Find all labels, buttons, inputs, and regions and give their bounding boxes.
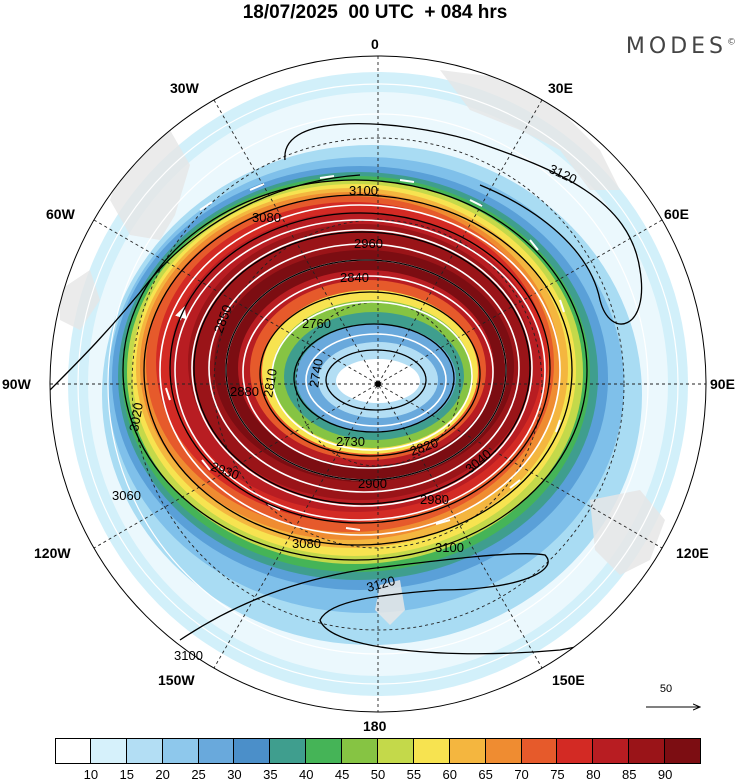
colorbar-tick-label: 20 bbox=[155, 767, 170, 782]
contour-label: 3080 bbox=[252, 210, 281, 225]
colorbar-cell bbox=[55, 738, 91, 764]
colorbar-tick-label: 25 bbox=[191, 767, 206, 782]
height-contours bbox=[50, 123, 691, 655]
contour-label: 2810 bbox=[260, 367, 280, 398]
lon-label-0: 0 bbox=[371, 36, 379, 52]
contour-label: 2840 bbox=[340, 270, 369, 285]
colorbar-cell bbox=[198, 738, 235, 764]
lon-label-120w: 120W bbox=[34, 545, 71, 561]
colorbar-tick-label: 45 bbox=[334, 767, 350, 782]
colorbar-tick-label: 75 bbox=[550, 767, 565, 782]
colorbar-cell bbox=[378, 738, 414, 764]
colorbar-frame bbox=[55, 738, 701, 764]
contour-label: 2740 bbox=[306, 357, 326, 388]
contour-label: 3100 bbox=[435, 540, 464, 555]
colorbar-cell bbox=[162, 738, 199, 764]
colorbar-tick-label: 35 bbox=[263, 767, 278, 782]
polar-map: 3100 3080 3120 2960 2840 2760 2740 2810 … bbox=[49, 55, 707, 713]
modes-logo: MODES© bbox=[626, 34, 736, 59]
colorbar-cell bbox=[306, 738, 343, 764]
contour-label: 2730 bbox=[336, 434, 365, 449]
contour-label: 3080 bbox=[292, 536, 321, 551]
contour-label: 3100 bbox=[349, 183, 378, 198]
brand-name: MODES bbox=[625, 34, 727, 59]
lon-label-30e: 30E bbox=[548, 80, 573, 96]
colorbar-tick-label: 85 bbox=[621, 767, 637, 782]
vector-reference-arrow bbox=[646, 700, 706, 714]
contour-label: 2880 bbox=[230, 384, 259, 399]
lon-label-60w: 60W bbox=[46, 206, 75, 222]
colorbar-cell bbox=[126, 738, 163, 764]
colorbar-cell bbox=[629, 738, 666, 764]
colorbar-cell bbox=[342, 738, 378, 764]
copyright-mark: © bbox=[727, 37, 736, 48]
contour-label: 3120 bbox=[365, 573, 397, 595]
colorbar-cell bbox=[521, 738, 558, 764]
vector-reference: 50 bbox=[646, 683, 686, 695]
colorbar-tick-label: 65 bbox=[478, 767, 493, 782]
contour-label: 3020 bbox=[126, 401, 146, 432]
colorbar-tick-label: 80 bbox=[586, 767, 601, 782]
lon-label-30w: 30W bbox=[170, 80, 199, 96]
contour-label: 2900 bbox=[358, 476, 387, 491]
colorbar-cell bbox=[449, 738, 486, 764]
colorbar-cell bbox=[90, 738, 127, 764]
contour-label: 3060 bbox=[112, 488, 141, 503]
colorbar-tick-label: 40 bbox=[298, 767, 314, 782]
lon-label-90e: 90E bbox=[710, 376, 735, 392]
colorbar-tick-label: 55 bbox=[406, 767, 422, 782]
colorbar-tick-label: 70 bbox=[514, 767, 529, 782]
colorbar-cell bbox=[557, 738, 594, 764]
colorbar-cell bbox=[413, 738, 450, 764]
lon-label-150w: 150W bbox=[158, 672, 195, 688]
colorbar-tick-label: 30 bbox=[227, 767, 242, 782]
vector-reference-label: 50 bbox=[659, 683, 673, 695]
map-title: 18/07/2025 00 UTC + 084 hrs bbox=[242, 2, 508, 23]
colorbar-tick-label: 50 bbox=[370, 767, 386, 782]
colorbar-cell bbox=[485, 738, 522, 764]
colorbar-tick-label: 15 bbox=[119, 767, 134, 782]
colorbar-cell bbox=[234, 738, 271, 764]
colorbar-tick-label: 60 bbox=[442, 767, 457, 782]
pole-marker bbox=[375, 381, 381, 387]
lon-label-120e: 120E bbox=[676, 545, 709, 561]
colorbar-tick-label: 90 bbox=[657, 767, 673, 782]
contour-label: 3100 bbox=[174, 648, 203, 663]
lon-label-60e: 60E bbox=[664, 206, 689, 222]
lon-label-90w: 90W bbox=[2, 376, 31, 392]
contour-label: 2980 bbox=[420, 492, 449, 507]
colorbar-tick-label: 10 bbox=[83, 767, 99, 782]
colorbar-cell bbox=[593, 738, 630, 764]
streamlines bbox=[77, 83, 679, 685]
contour-label: 2760 bbox=[302, 316, 331, 331]
lon-label-180: 180 bbox=[363, 718, 387, 734]
contour-label: 2960 bbox=[354, 236, 383, 251]
colorbar-cell bbox=[270, 738, 307, 764]
lon-label-150e: 150E bbox=[552, 672, 585, 688]
